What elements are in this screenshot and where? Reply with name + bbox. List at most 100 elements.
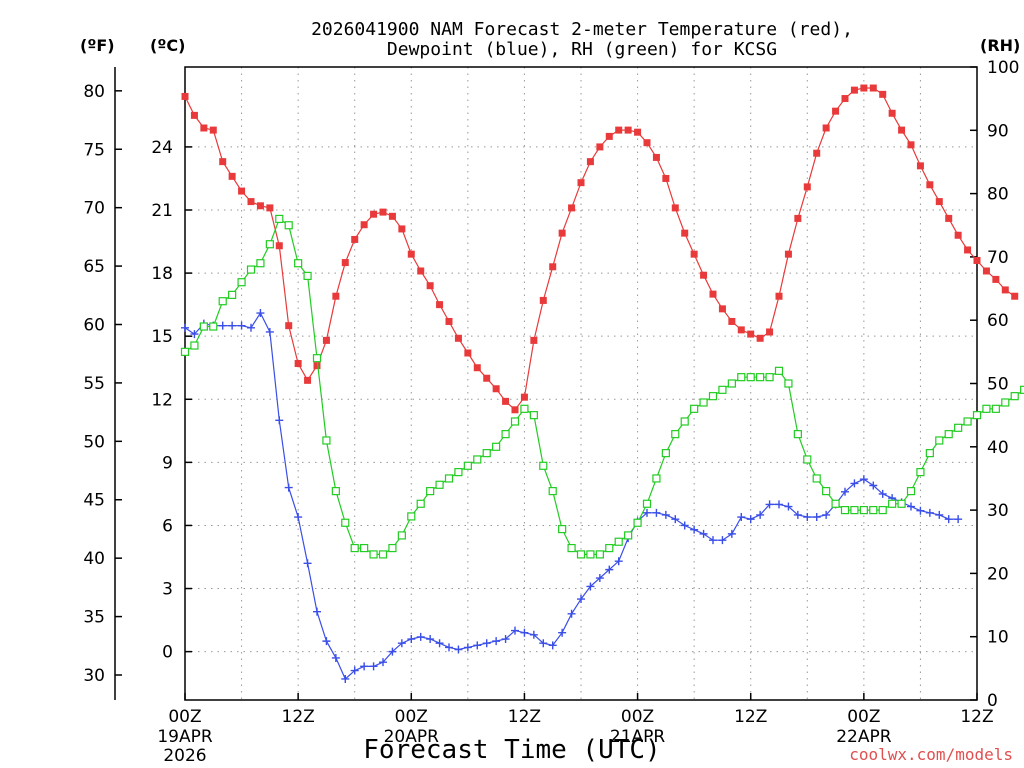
- temperature-point: [624, 126, 632, 134]
- rh-point: [444, 474, 454, 483]
- rh-point: [246, 265, 256, 274]
- temperature-point: [322, 336, 330, 344]
- rh-point: [237, 278, 246, 287]
- rh-point: [341, 518, 350, 527]
- celsius-tick-label: 24: [151, 138, 173, 158]
- temperature-point: [615, 126, 623, 134]
- dewpoint-point: [303, 559, 312, 568]
- rh-point: [473, 455, 482, 464]
- rh-point: [284, 221, 293, 230]
- celsius-unit-label: (ºC): [150, 36, 185, 55]
- rh-point: [463, 461, 472, 470]
- dewpoint-point: [765, 500, 774, 509]
- rh-point: [218, 297, 227, 306]
- fahrenheit-tick-label: 45: [83, 491, 105, 511]
- dewpoint-point: [369, 662, 378, 671]
- rh-point: [614, 537, 623, 546]
- dewpoint-point: [822, 510, 831, 519]
- rh-point: [690, 404, 699, 413]
- x-tick-label: 12Z: [282, 707, 315, 727]
- plot-frame: [184, 66, 978, 701]
- rh-point: [416, 499, 425, 508]
- rh-point: [378, 550, 388, 559]
- dewpoint-point: [350, 666, 359, 675]
- fahrenheit-tick-label: 35: [83, 608, 105, 628]
- rh-point: [935, 436, 944, 445]
- dewpoint-point: [558, 628, 567, 637]
- dewpoint-point: [379, 658, 387, 667]
- dewpoint-point: [916, 506, 925, 515]
- tick-labels: 30 35 40 45 50 55 60 65 70 75 80 0 3 6 9 12 15 18 21 24 0 10 2…: [83, 58, 1019, 766]
- temperature-line: [184, 87, 1016, 411]
- dewpoint-point: [294, 513, 303, 522]
- rh-point: [567, 543, 576, 553]
- rh-point: [548, 487, 557, 496]
- celsius-tick-label: 12: [151, 390, 173, 410]
- rh-point: [633, 518, 642, 527]
- temperature-point: [360, 221, 368, 229]
- temperature-point: [238, 187, 246, 195]
- temperature-point: [200, 124, 208, 132]
- rh-point: [492, 442, 501, 451]
- dewpoint-point: [492, 637, 501, 646]
- grid-lines: [185, 67, 977, 700]
- dewpoint-point: [454, 645, 463, 654]
- x-tick-label: 00Z: [168, 707, 201, 727]
- axes: [114, 66, 978, 701]
- rh-point: [529, 411, 538, 420]
- rh-point: [312, 354, 322, 363]
- rh-point: [322, 436, 331, 445]
- chart-title: 2026041900 NAM Forecast 2-meter Temperat…: [311, 19, 853, 40]
- rh-point: [501, 430, 510, 439]
- temperature-point: [275, 242, 283, 250]
- rh-point: [558, 524, 567, 534]
- temperature-point: [879, 90, 887, 98]
- temperature-point: [860, 84, 868, 92]
- rh-tick-label: 70: [987, 248, 1009, 268]
- x-tick-label: 00Z: [621, 707, 654, 727]
- dewpoint-point: [567, 609, 576, 618]
- dewpoint-point: [586, 582, 595, 591]
- dewpoint-point: [407, 635, 416, 644]
- temperature-point: [294, 360, 302, 368]
- dewpoint-point: [331, 653, 340, 662]
- x-tick-date-label: 19APR: [157, 727, 213, 747]
- temperature-point: [1011, 292, 1019, 300]
- temperature-point: [888, 109, 896, 117]
- rh-unit-label: (RH): [980, 36, 1020, 55]
- rh-point: [652, 474, 661, 483]
- rh-tick-label: 10: [987, 628, 1009, 648]
- dewpoint-point: [548, 641, 557, 650]
- fahrenheit-tick-label: 30: [83, 666, 105, 686]
- rh-tick-label: 20: [987, 564, 1009, 584]
- x-tick-year-label: 2026: [163, 746, 206, 766]
- rh-point: [510, 417, 520, 426]
- rh-point: [774, 366, 784, 375]
- celsius-tick-label: 9: [162, 453, 173, 473]
- dewpoint-point: [652, 508, 661, 517]
- fahrenheit-tick-label: 55: [83, 374, 105, 394]
- dewpoint-point: [841, 487, 849, 496]
- temperature-point: [417, 267, 425, 275]
- dewpoint-point: [718, 536, 727, 545]
- dewpoint-point: [869, 481, 878, 490]
- rh-point: [407, 512, 416, 521]
- x-tick-label: 12Z: [960, 707, 993, 727]
- rh-point: [991, 404, 1000, 413]
- temperature-point: [511, 406, 519, 414]
- temperature-point: [304, 376, 312, 384]
- rh-point: [746, 373, 755, 382]
- celsius-tick-label: 0: [162, 643, 173, 663]
- dewpoint-point: [661, 510, 670, 519]
- rh-point: [642, 499, 652, 508]
- temperature-point: [747, 330, 755, 338]
- dewpoint-point: [388, 647, 397, 656]
- rh-point: [595, 550, 604, 559]
- rh-tick-label: 30: [987, 501, 1009, 521]
- temperature-point: [445, 317, 453, 325]
- dewpoint-point: [680, 521, 689, 530]
- rh-point: [784, 379, 793, 388]
- rh-point: [718, 385, 727, 394]
- temperature-point: [464, 349, 472, 357]
- rh-point: [661, 449, 670, 458]
